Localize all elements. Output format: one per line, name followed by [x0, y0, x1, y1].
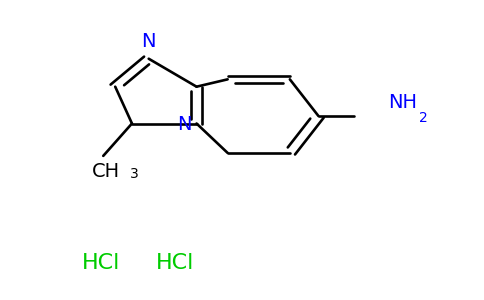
Text: NH: NH — [388, 93, 417, 112]
Text: 3: 3 — [130, 167, 138, 181]
Text: 2: 2 — [419, 111, 428, 124]
Text: HCl: HCl — [82, 254, 120, 273]
Text: N: N — [177, 116, 192, 134]
Text: N: N — [141, 32, 156, 51]
Text: HCl: HCl — [156, 254, 194, 273]
Text: CH: CH — [91, 162, 120, 181]
